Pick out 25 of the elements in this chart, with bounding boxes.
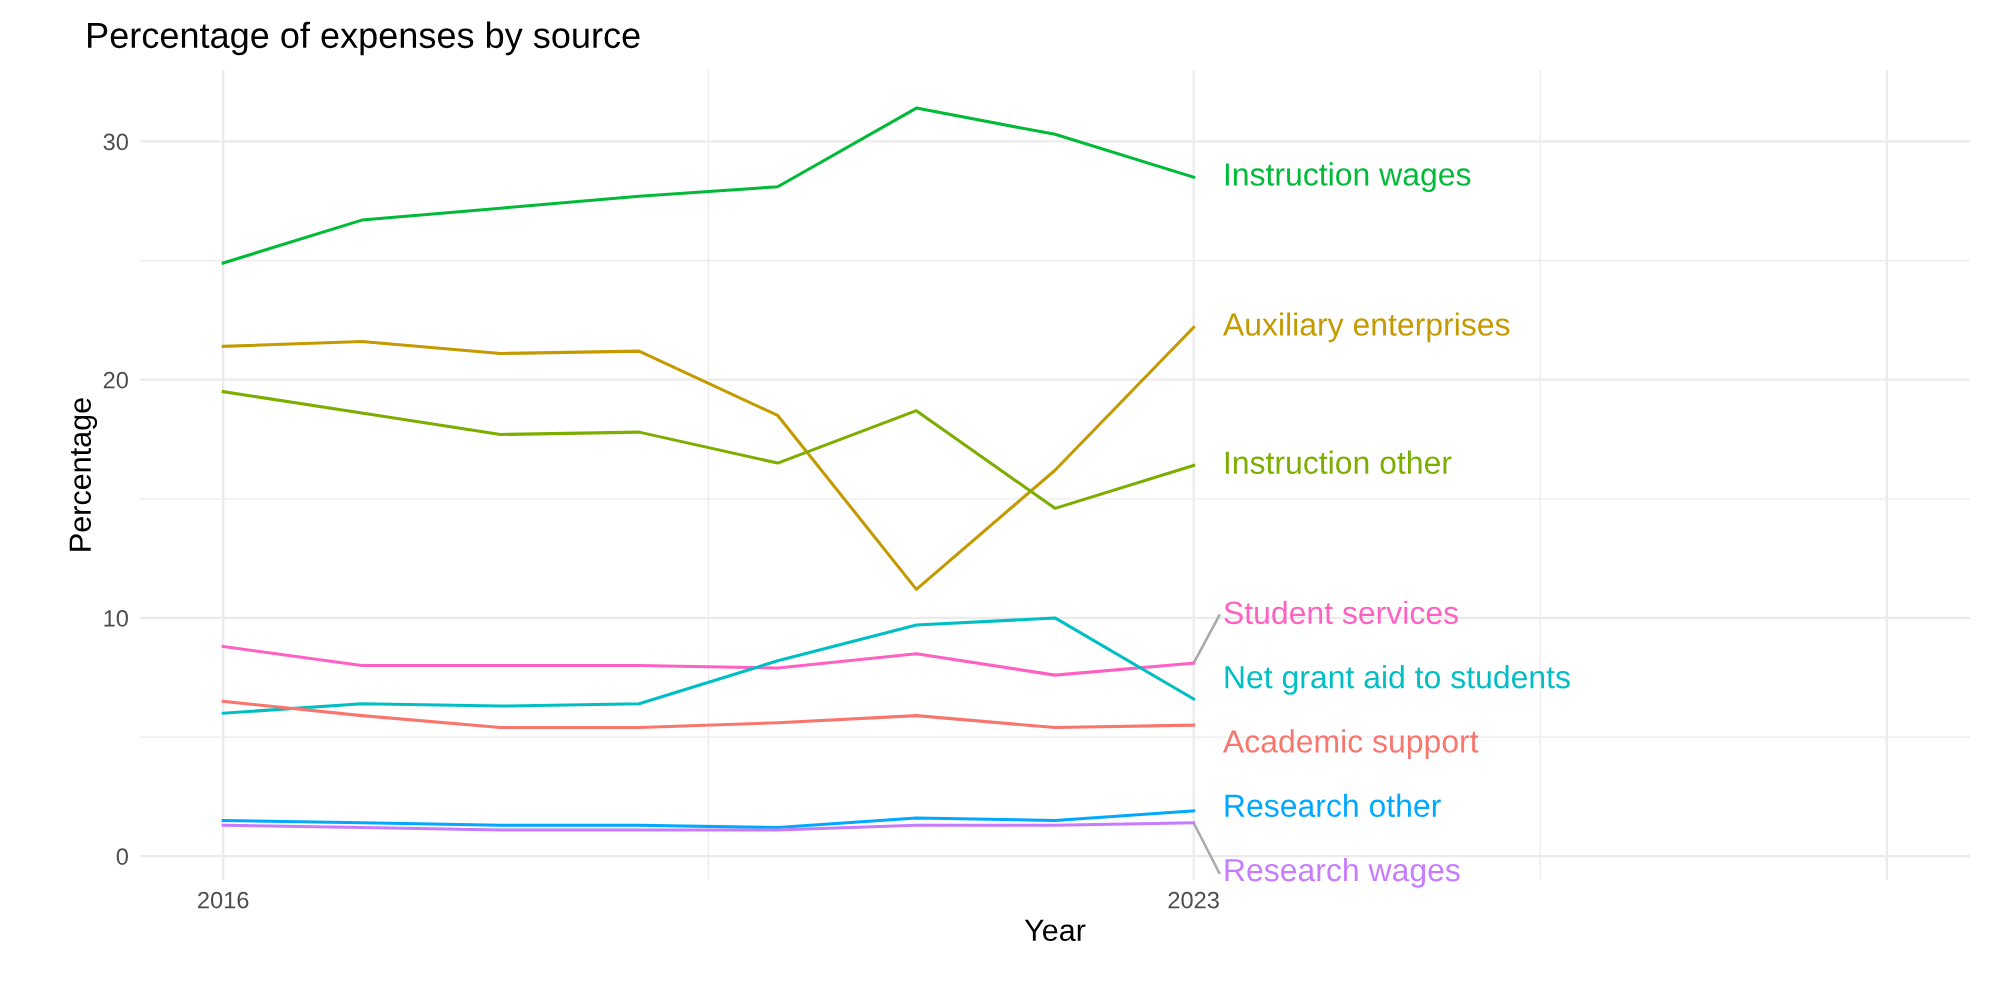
y-tick-label: 30 [103,133,128,151]
x-tick-label: 2016 [198,891,249,909]
line-series [221,821,1196,832]
line-series [221,645,1196,677]
line-series [221,699,1196,730]
series-label: Auxiliary enterprises [1222,312,1510,343]
series-label: Student services [1224,600,1458,625]
x-tick-label: 2023 [1168,891,1219,909]
y-tick-label: 10 [104,610,128,627]
series-label: Instruction wages [1225,162,1471,193]
line-series [221,106,1196,265]
line-series [221,325,1196,591]
series-label: Net grant aid to students [1225,664,1570,695]
series-label: Academic support [1222,729,1479,760]
series-label: Instruction other [1225,450,1452,475]
x-axis-title: Year [1024,919,1086,942]
y-tick-label: 0 [116,848,128,865]
y-axis-title: Percentage [69,398,98,551]
y-tick-label: 20 [103,371,128,389]
line-series [221,809,1196,830]
series-label: Research wages [1225,857,1460,888]
chart-title: Percentage of expenses by source [88,21,640,56]
line-series [221,390,1196,510]
line-series [221,616,1196,715]
series-label: Research other [1225,793,1441,818]
